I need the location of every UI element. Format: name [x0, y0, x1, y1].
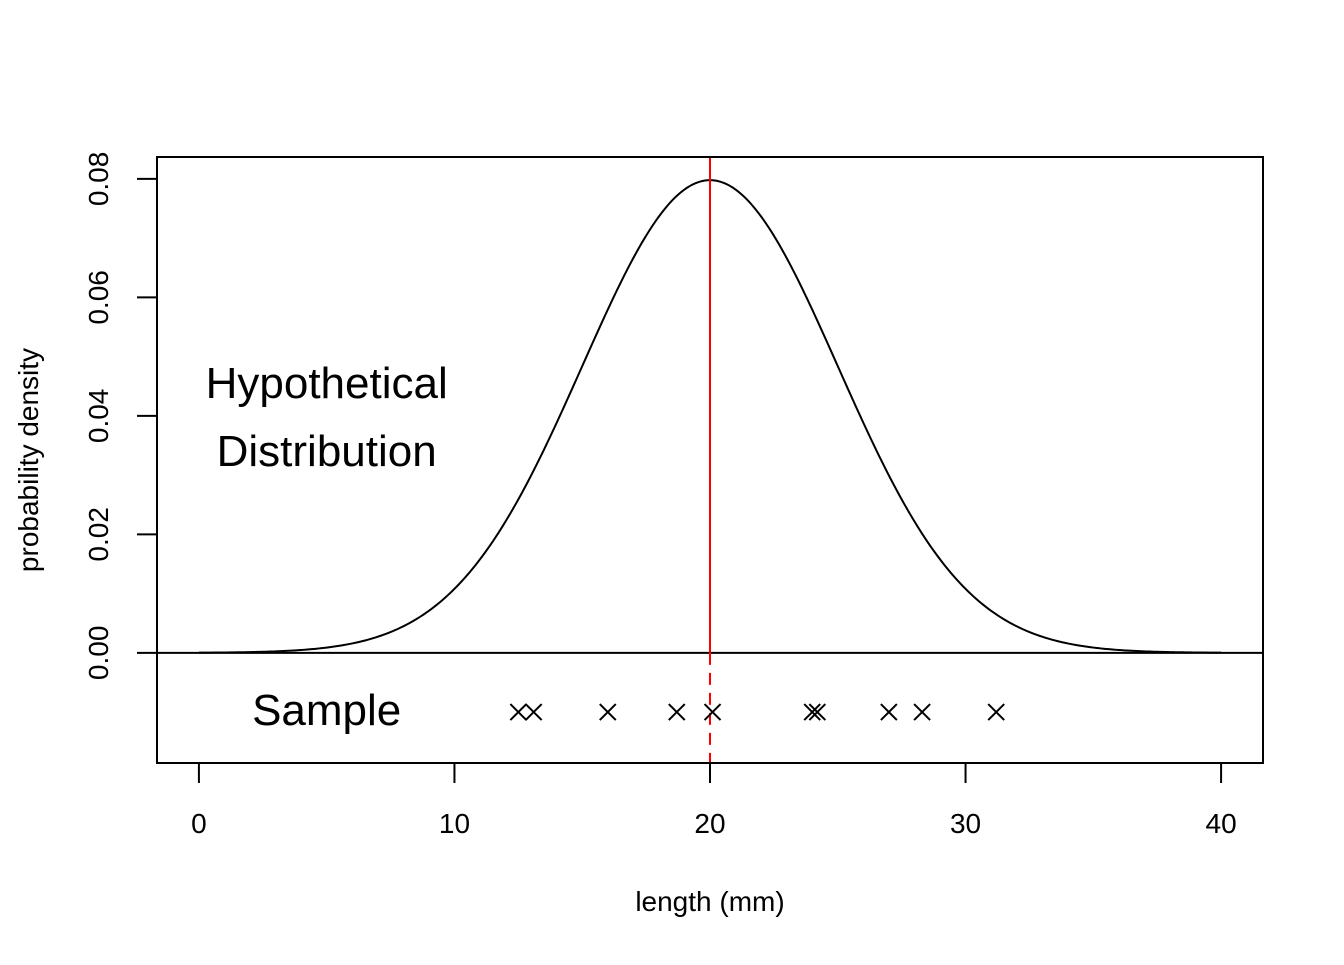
x-tick-label: 20 — [694, 808, 725, 839]
y-tick-label: 0.08 — [83, 152, 114, 207]
sample-point-stroke — [524, 703, 543, 721]
sample-point-stroke — [987, 703, 1005, 721]
sample-point-stroke — [599, 703, 617, 721]
sample-point-stroke — [703, 703, 722, 721]
annotation-hypothetical-distribution: Hypothetical — [206, 359, 448, 408]
sample-point-stroke — [803, 703, 821, 721]
y-tick-label: 0.06 — [83, 270, 114, 325]
x-tick-label: 30 — [950, 808, 981, 839]
chart-text-layer: length (mm) probability density 0 10 20 30 4… — [13, 152, 1237, 917]
sample-point-stroke — [808, 703, 827, 721]
annotation-hypothetical-distribution: Distribution — [217, 427, 437, 476]
sample-point-stroke — [668, 703, 686, 721]
sample-point — [880, 703, 898, 721]
sample-point — [668, 703, 686, 721]
sample-point — [703, 703, 722, 721]
y-tick-label: 0.02 — [83, 507, 114, 562]
x-tick-label: 10 — [439, 808, 470, 839]
y-axis-title: probability density — [13, 348, 44, 572]
y-tick-label: 0.04 — [83, 389, 114, 444]
sample-point — [509, 703, 528, 721]
chart-lines-layer — [157, 157, 1263, 763]
sample-point — [987, 703, 1005, 721]
chart-axes-layer — [137, 156, 1264, 783]
chart-points-layer — [509, 703, 1005, 721]
x-tick-label: 40 — [1206, 808, 1237, 839]
sample-point-stroke — [880, 703, 898, 721]
sample-point — [524, 703, 543, 721]
annotation-sample: Sample — [252, 686, 401, 735]
x-axis-title: length (mm) — [635, 886, 784, 917]
sample-point — [599, 703, 617, 721]
sample-point — [803, 703, 821, 721]
x-tick-label: 0 — [191, 808, 207, 839]
sample-point — [808, 703, 827, 721]
sample-point — [913, 703, 931, 721]
y-tick-label: 0.00 — [83, 626, 114, 681]
sample-point-stroke — [913, 703, 931, 721]
sample-point-stroke — [509, 703, 528, 721]
